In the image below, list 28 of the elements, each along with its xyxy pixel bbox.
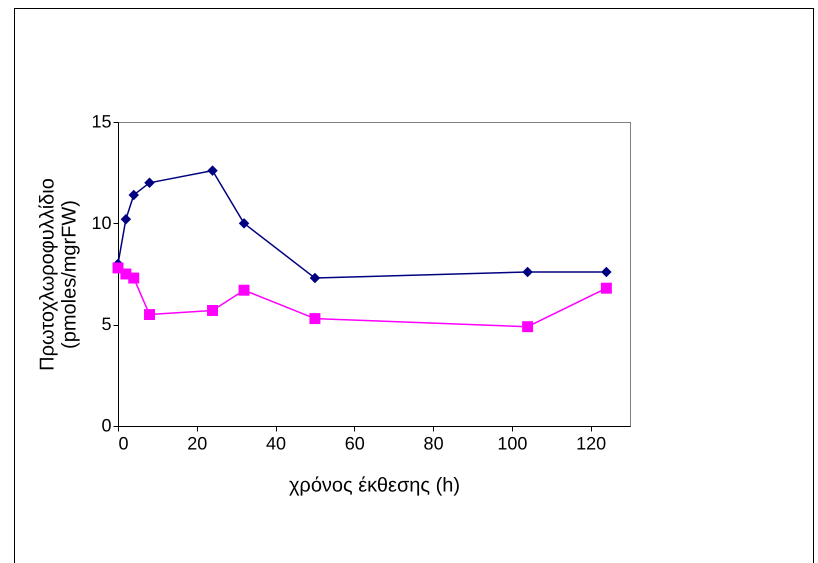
- y-tick-label: 0: [101, 416, 112, 436]
- point: [144, 309, 155, 320]
- point: [309, 313, 320, 324]
- x-tick-label: 0: [118, 434, 129, 454]
- y-tick-label: 5: [101, 314, 112, 334]
- x-tick-label: 40: [266, 434, 286, 454]
- point: [207, 305, 218, 316]
- point: [120, 214, 132, 225]
- point: [238, 284, 250, 296]
- point: [522, 321, 534, 332]
- x-tick-label: 20: [187, 434, 208, 454]
- y-axis-title: Πρωτοχλωροφυλλίδιο (pmoles/mgrFW): [36, 178, 80, 371]
- x-tick-label: 120: [576, 434, 606, 454]
- point: [207, 165, 218, 176]
- point: [144, 178, 155, 188]
- x-tick-label: 60: [344, 434, 365, 454]
- x-tick-label: 80: [424, 434, 444, 454]
- point: [522, 266, 533, 278]
- x-axis-title: χρόνος έκθεσης (h): [288, 474, 460, 496]
- y-tick-label: 15: [91, 112, 112, 132]
- point: [128, 272, 140, 284]
- x-tick-label: 100: [497, 434, 528, 454]
- y-tick-label: 10: [91, 212, 112, 233]
- point: [238, 218, 250, 229]
- point: [128, 190, 139, 200]
- point: [600, 282, 612, 294]
- point: [310, 272, 320, 284]
- point: [601, 266, 612, 278]
